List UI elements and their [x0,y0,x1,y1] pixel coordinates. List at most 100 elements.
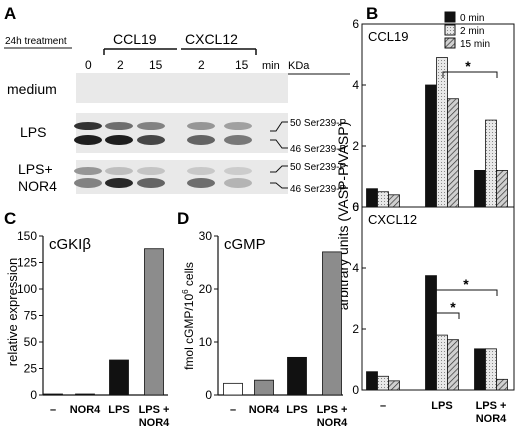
c-bar-0 [43,393,63,396]
b-top-bar-0-1 [377,191,389,208]
b-top-bar-0-0 [366,188,378,208]
c-ytick-label-1: 25 [24,362,38,376]
panel-letter-a: A [4,4,16,23]
treatment-label: 24h treatment [5,36,67,47]
legend-swatch-0 [444,11,456,23]
lane-time-1: 0 [85,58,92,72]
panel-d-ylabel-main: fmol cGMP/10 [182,294,196,370]
c-bar-2 [109,359,129,396]
blot-band-lps_lower-lane-2 [105,135,133,145]
b-category-label-0-0: – [380,400,386,412]
b-bottom-bar-2-0 [474,348,486,391]
b-top-bar-1-1 [436,57,448,208]
b-bottom-ytick-label-0: 0 [352,383,359,397]
b-bottom-bar-1-2 [447,339,459,391]
c-ytick-label-4: 100 [17,282,37,296]
marker-50-label-nor4: 50 Ser239-P [290,162,346,173]
c-category-label-1-0: NOR4 [70,404,101,416]
b-top-ytick-label-0: 0 [352,200,359,214]
panel-d-ylabel: fmol cGMP/106 cells [181,262,196,370]
d-category-label-2-0: LPS [286,404,307,416]
lane-time-4: 2 [198,58,205,72]
c-ytick-label-2: 50 [24,335,38,349]
panel-c-ylabel: relative expression [5,258,20,366]
panel-c-title: cGKIβ [49,236,91,253]
b-bottom-bar-2-1 [485,348,497,391]
panel-d-ylabel-sup: 6 [181,289,190,294]
legend-swatch-2 [444,37,456,49]
blot-band-nor4_lower-lane-2 [105,178,133,188]
blot-band-nor4_upper-lane-3 [137,167,165,175]
blot-band-nor4_upper-lane-5 [224,167,252,175]
blot-band-lps_lower-lane-3 [137,135,165,145]
b-bottom-ytick-label-3: 6 [352,200,359,214]
blot-band-lps_upper-lane-3 [137,122,165,130]
row-label-lps: LPS [20,124,46,140]
panel-letter-d: D [177,209,189,228]
panel-d-title: cGMP [224,236,266,253]
b-top-bar-1-2 [447,98,459,208]
d-bar-2 [287,356,307,396]
c-ytick-label-0: 0 [30,388,37,402]
b-top-ytick-label-3: 6 [352,17,359,31]
legend-swatch-1 [444,24,456,36]
d-ytick-label-0: 0 [205,388,212,402]
blot-lps-nor4-strip [76,160,288,194]
b-category-label-1-0: LPS [431,400,452,412]
row-label-lps-nor4-2: NOR4 [18,178,57,194]
d-bar-0 [223,382,243,396]
b-category-label-2-1: NOR4 [476,413,507,425]
blot-band-lps_upper-lane-4 [187,122,215,130]
panel-letter-b: B [366,4,378,23]
sig-star-bottom-2: * [450,299,456,315]
marker-46-tick-lps [270,139,288,149]
sig-star-top: * [465,58,471,74]
marker-50-label-lps: 50 Ser239-P [290,118,346,129]
b-top-bar-0-2 [388,194,400,208]
blot-band-lps_lower-lane-1 [74,135,102,145]
d-category-label-0-0: – [230,404,236,416]
marker-46-label-nor4: 46 Ser239-P [290,184,346,195]
blot-band-lps_lower-lane-5 [224,135,252,145]
blot-band-nor4_upper-lane-1 [74,167,102,175]
c-category-label-0-0: – [50,404,56,416]
sig-bracket-bottom-1 [435,289,498,296]
group-label-cxcl12: CXCL12 [185,31,238,47]
c-category-label-3-0: LPS + [139,404,170,416]
b-bottom-ytick-label-1: 2 [352,322,359,336]
b-bottom-bar-1-0 [425,275,437,391]
blot-band-lps_upper-lane-2 [105,122,133,130]
d-category-label-3-1: NOR4 [317,417,348,427]
sig-bracket-top [442,71,498,78]
blot-band-nor4_lower-lane-1 [74,178,102,188]
blot-bands [74,122,252,188]
blot-band-nor4_lower-lane-3 [137,178,165,188]
b-top-bar-2-1 [485,119,497,208]
panel-letter-c: C [4,209,16,228]
b-top-bar-2-2 [496,169,508,208]
b-bottom-bar-0-0 [366,371,378,391]
blot-band-lps_lower-lane-4 [187,135,215,145]
b-bottom-title: CXCL12 [368,212,417,227]
d-ytick-label-1: 10 [199,335,213,349]
blot-band-nor4_lower-lane-5 [224,178,252,188]
group-label-ccl19: CCL19 [113,31,157,47]
b-bottom-bar-2-2 [496,378,508,391]
c-category-label-2-0: LPS [108,404,129,416]
b-top-ytick-label-2: 4 [352,78,359,92]
blot-band-lps_upper-lane-5 [224,122,252,130]
row-label-lps-nor4-1: LPS+ [18,161,53,177]
blot-band-nor4_upper-lane-4 [187,167,215,175]
b-top-bar-1-0 [425,84,437,208]
kda-label: KDa [288,60,310,72]
d-ytick-label-2: 20 [199,282,213,296]
c-bar-1 [75,393,95,396]
blot-band-nor4_lower-lane-4 [187,178,215,188]
blot-band-lps_upper-lane-1 [74,122,102,130]
sig-bracket-bottom-2 [435,312,460,319]
row-label-medium: medium [7,81,57,97]
panel-b-legend: 0 min 2 min 15 min [444,11,490,50]
b-top-ytick-label-1: 2 [352,139,359,153]
